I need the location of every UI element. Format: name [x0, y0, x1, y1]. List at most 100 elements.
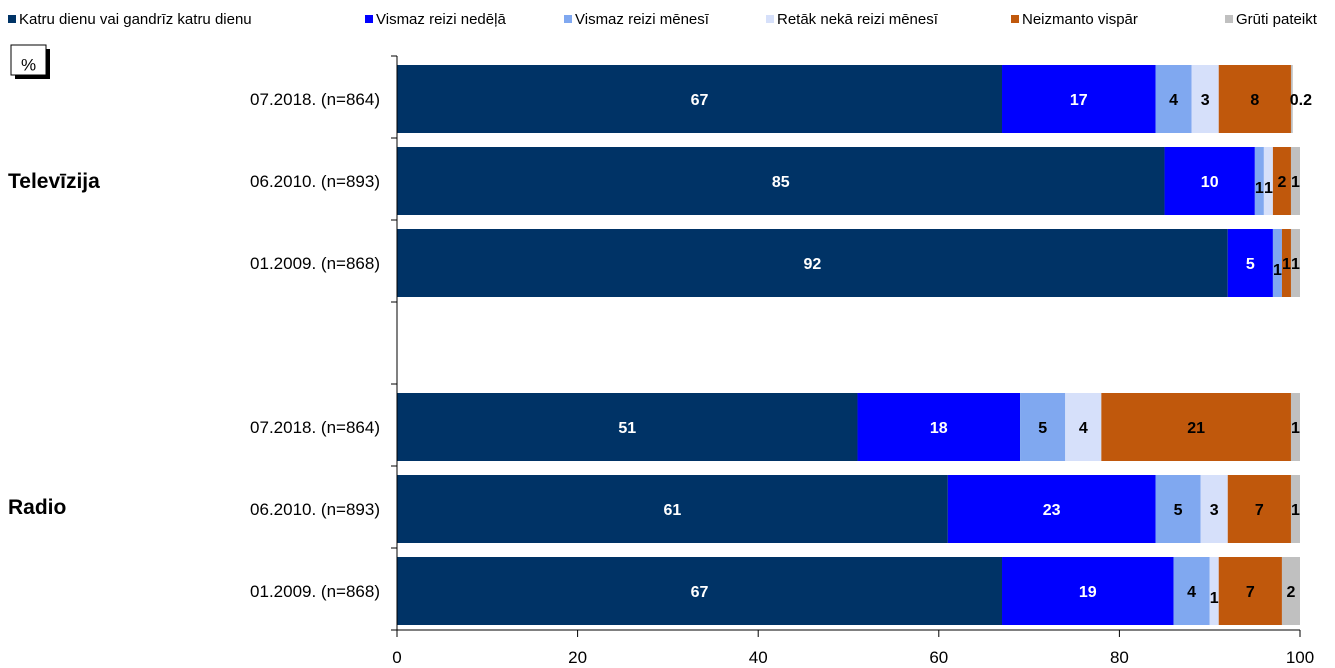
unit-label: %	[21, 55, 36, 74]
bar-segment	[1227, 475, 1291, 543]
bar-segment	[1218, 65, 1291, 133]
bar-value-label: 19	[1079, 584, 1097, 601]
bar-value-label: 67	[691, 92, 709, 109]
bar-segment	[1290, 65, 1293, 133]
bar-value-label: 61	[664, 502, 682, 519]
legend: Katru dienu vai gandrīz katru dienu Visma…	[8, 11, 1318, 28]
x-tick-label: 40	[749, 648, 768, 667]
bar-value-label: 4	[1187, 584, 1196, 601]
bar-value-label: 51	[618, 420, 636, 437]
bar-segment	[1272, 147, 1291, 215]
bar-value-label: 3	[1210, 502, 1219, 519]
bar-segment	[1281, 229, 1291, 297]
axes: 0 20 40 60 80 100	[391, 55, 1314, 667]
unit-box: %	[10, 44, 50, 79]
bar-value-label: 1	[1264, 180, 1273, 197]
bar-segment	[947, 475, 1156, 543]
bar-value-label: 7	[1246, 584, 1255, 601]
legend-label: Neizmanto vispār	[1022, 11, 1138, 28]
bar-value-label: 67	[691, 584, 709, 601]
bar-value-label: 1	[1255, 180, 1264, 197]
bar-segment	[1002, 557, 1174, 625]
bar-value-label: 5	[1038, 420, 1047, 437]
bar-value-label: 5	[1174, 502, 1183, 519]
bar-value-label: 1	[1210, 590, 1219, 607]
bar-segment	[1173, 557, 1210, 625]
bar-value-label: 1	[1291, 256, 1300, 273]
group-label: Televīzija	[8, 170, 100, 193]
bar-value-label: 23	[1043, 502, 1061, 519]
legend-swatch	[8, 15, 16, 23]
bar-segment	[1218, 557, 1282, 625]
bar-segment	[397, 65, 1003, 133]
bar-value-label: 1	[1273, 262, 1282, 279]
legend-label: Vismaz reizi mēnesī	[575, 11, 710, 28]
bar-value-label: 7	[1255, 502, 1264, 519]
bar-value-label: 3	[1201, 92, 1210, 109]
x-tick-label: 20	[568, 648, 587, 667]
legend-label: Retāk nekā reizi mēnesī	[777, 11, 939, 28]
bar-segment	[1227, 229, 1273, 297]
bar-value-label: 21	[1187, 420, 1205, 437]
bar-segment	[1191, 65, 1219, 133]
bar-value-label: 10	[1201, 174, 1219, 191]
row-label: 01.2009. (n=868)	[250, 582, 380, 601]
row-label: 06.2010. (n=893)	[250, 500, 380, 519]
bar-segment	[1263, 147, 1273, 215]
bar-value-label: 1	[1291, 174, 1300, 191]
legend-swatch	[766, 15, 774, 23]
row-label: 06.2010. (n=893)	[250, 172, 380, 191]
bar-segment	[397, 393, 858, 461]
bar-value-label: 4	[1079, 420, 1088, 437]
row-label: 07.2018. (n=864)	[250, 418, 380, 437]
bar-segment	[1155, 65, 1192, 133]
legend-label: Vismaz reizi nedēļā	[376, 11, 506, 28]
bar-value-label: 92	[803, 256, 821, 273]
bar-segment	[1065, 393, 1102, 461]
legend-label: Grūti pateikt	[1236, 11, 1318, 28]
bar-segment	[397, 229, 1228, 297]
legend-label: Katru dienu vai gandrīz katru dienu	[19, 11, 252, 28]
legend-swatch	[365, 15, 373, 23]
x-tick-label: 100	[1286, 648, 1314, 667]
bar-value-label: 8	[1250, 92, 1259, 109]
bar-segment	[1290, 229, 1300, 297]
bar-segment	[1281, 557, 1300, 625]
bar-value-label: 2	[1287, 584, 1296, 601]
bar-value-label: 4	[1169, 92, 1178, 109]
legend-swatch	[1011, 15, 1019, 23]
bar-segment	[857, 393, 1021, 461]
bar-segment	[1101, 393, 1291, 461]
bar-segment	[1209, 557, 1219, 625]
x-tick-label: 60	[929, 648, 948, 667]
bar-segment	[1290, 147, 1300, 215]
bar-value-label: 17	[1070, 92, 1088, 109]
row-label: 07.2018. (n=864)	[250, 90, 380, 109]
bar-segment	[1002, 65, 1156, 133]
bar-segment	[1200, 475, 1228, 543]
bar-segment	[397, 147, 1165, 215]
legend-swatch	[1225, 15, 1233, 23]
bar-value-label: 2	[1277, 174, 1286, 191]
bar-segment	[397, 557, 1003, 625]
bar-segment	[1272, 229, 1282, 297]
bar-segment	[1290, 393, 1300, 461]
bar-segment	[1164, 147, 1255, 215]
legend-swatch	[564, 15, 572, 23]
bar-segment	[1290, 475, 1300, 543]
x-tick-label: 0	[392, 648, 401, 667]
bar-value-label: 18	[930, 420, 948, 437]
bar-value-label: 1	[1291, 502, 1300, 519]
bar-value-label: 5	[1246, 256, 1255, 273]
group-label: Radio	[8, 496, 66, 519]
bar-segment	[1155, 475, 1201, 543]
bar-segment	[397, 475, 948, 543]
bar-value-label: 1	[1291, 420, 1300, 437]
bar-value-label: 1	[1282, 256, 1291, 273]
row-label: 01.2009. (n=868)	[250, 254, 380, 273]
bar-segment	[1020, 393, 1066, 461]
bar-value-label: 85	[772, 174, 790, 191]
bar-segment	[1254, 147, 1264, 215]
